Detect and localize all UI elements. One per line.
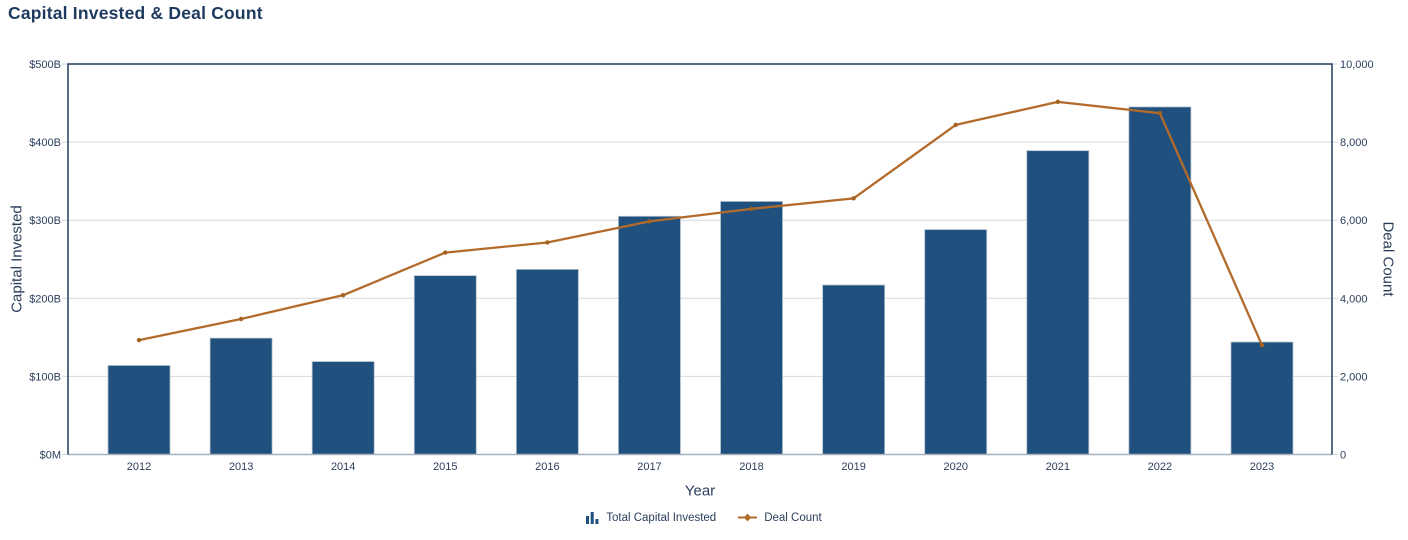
legend-item-deal-count[interactable]: Deal Count xyxy=(738,512,822,524)
bar-2015[interactable] xyxy=(413,275,477,455)
y-tick-left-500: $500B xyxy=(29,59,61,71)
right-axis-title: Deal Count xyxy=(1379,221,1397,297)
x-tick-2012: 2012 xyxy=(127,461,151,473)
plot-border xyxy=(67,63,1333,455)
deal-count-point-2012[interactable] xyxy=(136,337,142,343)
left-axis-title: Capital Invested xyxy=(8,205,26,313)
deal-count-point-2015[interactable] xyxy=(443,250,448,255)
deal-count-point-2021[interactable] xyxy=(1055,99,1061,105)
y-tick-right-0: 0 xyxy=(1340,450,1346,462)
bar-2021[interactable] xyxy=(1026,150,1090,455)
bar-2023[interactable] xyxy=(1230,341,1294,455)
y-tick-right-2000: 2,000 xyxy=(1340,371,1368,383)
legend-label: Deal Count xyxy=(764,511,822,524)
deal-count-point-2022[interactable] xyxy=(1157,111,1163,116)
bar-2018[interactable] xyxy=(720,201,783,455)
line-series-icon xyxy=(738,513,758,522)
x-tick-2022: 2022 xyxy=(1148,461,1172,473)
x-tick-2016: 2016 xyxy=(535,461,559,473)
y-tick-left-300: $300B xyxy=(29,215,61,227)
deal-count-point-2018[interactable] xyxy=(749,206,754,212)
deal-count-point-2017[interactable] xyxy=(647,219,652,224)
deal-count-point-2023[interactable] xyxy=(1259,342,1265,348)
x-axis-title: Year xyxy=(684,482,716,500)
y-tick-right-10000: 10,000 xyxy=(1340,59,1374,71)
deal-count-point-2014[interactable] xyxy=(340,292,346,298)
bar-2016[interactable] xyxy=(515,269,579,455)
deal-count-line[interactable] xyxy=(138,100,1264,346)
bar-2013[interactable] xyxy=(209,337,273,455)
x-tick-2015: 2015 xyxy=(433,461,457,473)
legend-label: Total Capital Invested xyxy=(606,511,717,524)
x-tick-2018: 2018 xyxy=(739,461,763,473)
y-tick-left-200: $200B xyxy=(29,293,61,305)
bar-2022[interactable] xyxy=(1128,106,1192,455)
deal-count-point-2013[interactable] xyxy=(238,316,244,322)
x-tick-2019: 2019 xyxy=(841,461,865,473)
y-tick-left-100: $100B xyxy=(29,371,61,383)
y-tick-right-6000: 6,000 xyxy=(1340,215,1368,227)
y-tick-left-0: $0M xyxy=(40,450,61,462)
x-tick-2023: 2023 xyxy=(1250,461,1274,473)
x-tick-2017: 2017 xyxy=(637,461,661,473)
y-tick-right-4000: 4,000 xyxy=(1340,293,1368,305)
x-tick-2013: 2013 xyxy=(229,461,253,473)
deal-count-point-2020[interactable] xyxy=(953,122,958,128)
x-tick-2020: 2020 xyxy=(943,461,967,473)
chart-title: Capital Invested & Deal Count xyxy=(8,3,263,23)
y-tick-right-8000: 8,000 xyxy=(1340,137,1368,149)
y-tick-left-400: $400B xyxy=(29,137,61,149)
bar-2014[interactable] xyxy=(311,361,375,455)
legend-item-total-capital-invested[interactable]: Total Capital Invested xyxy=(586,511,716,524)
bar-2017[interactable] xyxy=(618,215,681,455)
x-tick-2021: 2021 xyxy=(1046,461,1070,473)
legend: Total Capital Invested Deal Count xyxy=(0,511,1408,524)
bar-2020[interactable] xyxy=(924,229,988,455)
x-tick-2014: 2014 xyxy=(331,461,355,473)
bar-chart-icon xyxy=(586,512,599,524)
bar-2019[interactable] xyxy=(822,284,886,455)
deal-count-point-2019[interactable] xyxy=(851,196,856,201)
deal-count-point-2016[interactable] xyxy=(545,240,550,245)
bar-2012[interactable] xyxy=(107,365,171,455)
